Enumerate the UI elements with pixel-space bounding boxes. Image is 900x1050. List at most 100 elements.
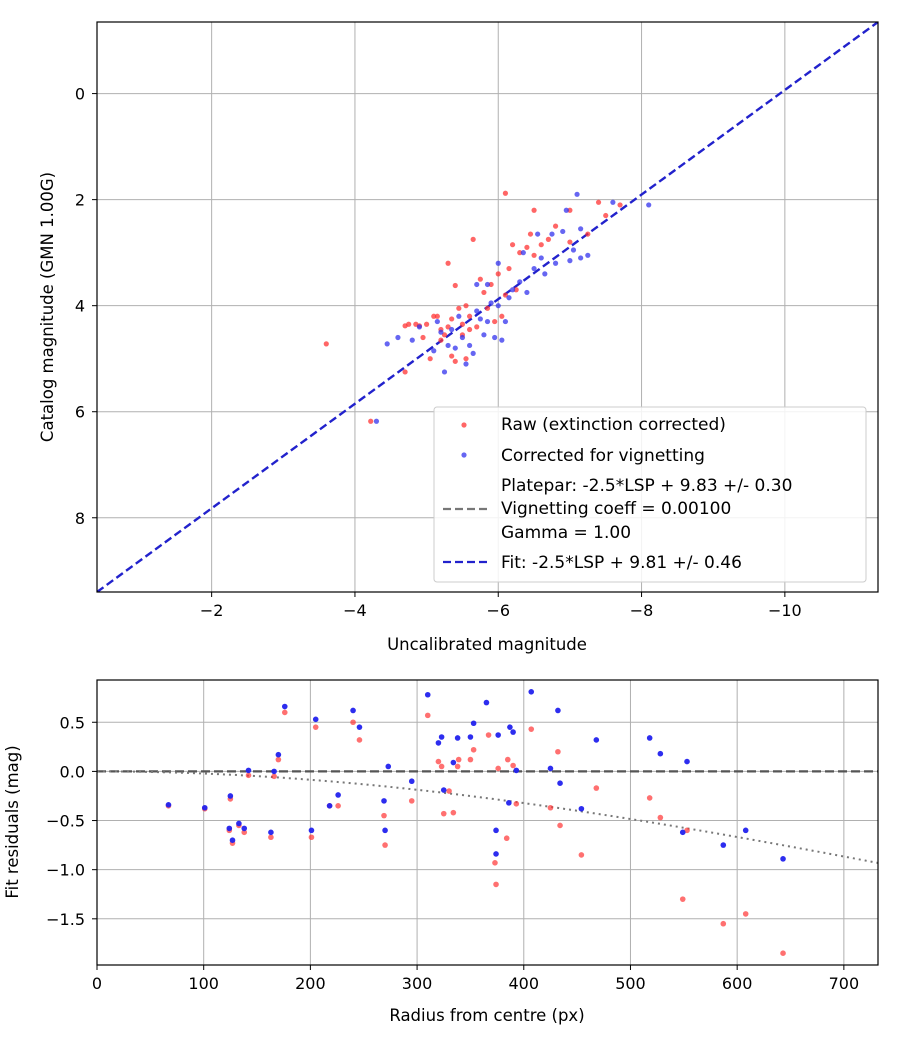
top-x-tick-label: −4 [343,601,367,620]
raw-residual-point [356,737,363,743]
raw-residual-point [381,812,387,819]
raw-point [617,202,623,208]
raw-residual-point [275,756,282,763]
top-y-tick-label: 2 [75,191,85,210]
raw-point [538,242,544,248]
raw-residual-point [408,798,415,804]
raw-point [524,244,530,250]
raw-point [481,289,487,296]
raw-residual-point [646,795,653,801]
raw-point [499,313,505,319]
legend-label-fit: Fit: -2.5*LSP + 9.81 +/- 0.46 [501,553,742,573]
corrected-residual-point [742,827,749,834]
raw-point [585,231,591,237]
corrected-point [567,258,573,264]
raw-point [431,313,437,319]
raw-point [603,212,609,219]
corrected-residual-point [506,800,512,806]
top-y-tick-label: 6 [75,403,85,422]
corrected-residual-point [547,765,554,772]
raw-residual-point [268,834,274,841]
corrected-residual-point [720,842,727,848]
raw-residual-point [350,719,356,726]
raw-point [527,231,534,237]
corrected-residual-point [679,829,686,836]
raw-residual-point [435,758,442,765]
raw-point [456,305,462,311]
corrected-residual-point [326,802,333,809]
raw-point [463,356,469,362]
bottom-x-tick-label: 300 [402,974,433,993]
corrected-residual-point [308,827,315,834]
raw-point [517,250,523,256]
corrected-point [578,226,584,232]
raw-point [459,321,466,327]
corrected-residual-point [275,751,282,758]
raw-residual-point [720,920,727,927]
corrected-residual-point [356,724,363,730]
bottom-x-tick-label: 500 [615,974,646,993]
raw-residual-point [470,746,477,753]
corrected-point [495,260,501,266]
corrected-point [585,252,591,258]
corrected-point [499,337,505,343]
raw-point [420,334,426,341]
corrected-residual-point [593,737,600,743]
raw-residual-point [578,852,585,858]
raw-point [495,271,501,277]
raw-point [449,353,455,359]
corrected-point [456,313,462,319]
corrected-point [549,231,555,237]
corrected-point [517,279,523,285]
corrected-residual-point [424,691,431,698]
raw-point [502,190,509,196]
top-x-tick-label: −2 [200,601,224,620]
corrected-point [431,348,437,354]
raw-point [452,358,458,364]
bottom-reference-lines [97,770,878,864]
corrected-residual-point [780,856,786,862]
top-y-axis-label: Catalog magnitude (GMN 1.00G) [38,172,57,442]
corrected-residual-point [226,825,233,832]
corrected-residual-point [381,798,387,804]
corrected-residual-point [271,768,277,775]
corrected-point [384,341,390,347]
corrected-point [484,318,491,325]
raw-residual-point [312,724,319,730]
raw-point [531,252,537,258]
raw-residual-point [528,726,535,732]
corrected-residual-point [335,792,341,798]
raw-point [323,341,329,347]
raw-residual-point [593,785,600,791]
corrected-point [563,207,569,213]
raw-point [452,282,458,289]
corrected-point [445,342,451,349]
corrected-point [560,228,566,235]
raw-point [402,369,408,375]
corrected-residual-point [236,820,242,827]
raw-point [466,326,473,333]
raw-residual-point [780,950,786,957]
raw-residual-point [492,859,498,866]
raw-point [445,260,451,266]
raw-residual-point [454,763,461,770]
corrected-point [520,250,526,256]
bottom-x-tick-label: 400 [509,974,540,993]
corrected-residual-point [454,735,461,741]
corrected-point [438,329,444,335]
raw-residual-point [557,822,563,829]
corrected-residual-point [657,750,664,757]
corrected-residual-point [241,825,248,832]
legend-marker-raw [461,422,467,428]
corrected-residual-point [557,780,563,786]
legend-label-platepar-line2: Vignetting coeff = 0.00100 [501,499,731,519]
corrected-residual-point [165,802,172,808]
corrected-point [477,316,483,322]
bottom-y-axis-label: Fit residuals (mag) [3,745,22,898]
corrected-point [449,326,455,333]
corrected-point [474,281,480,288]
raw-point [552,223,559,229]
corrected-point [531,265,537,272]
raw-residual-point [245,772,252,779]
raw-residual-point [446,788,452,794]
